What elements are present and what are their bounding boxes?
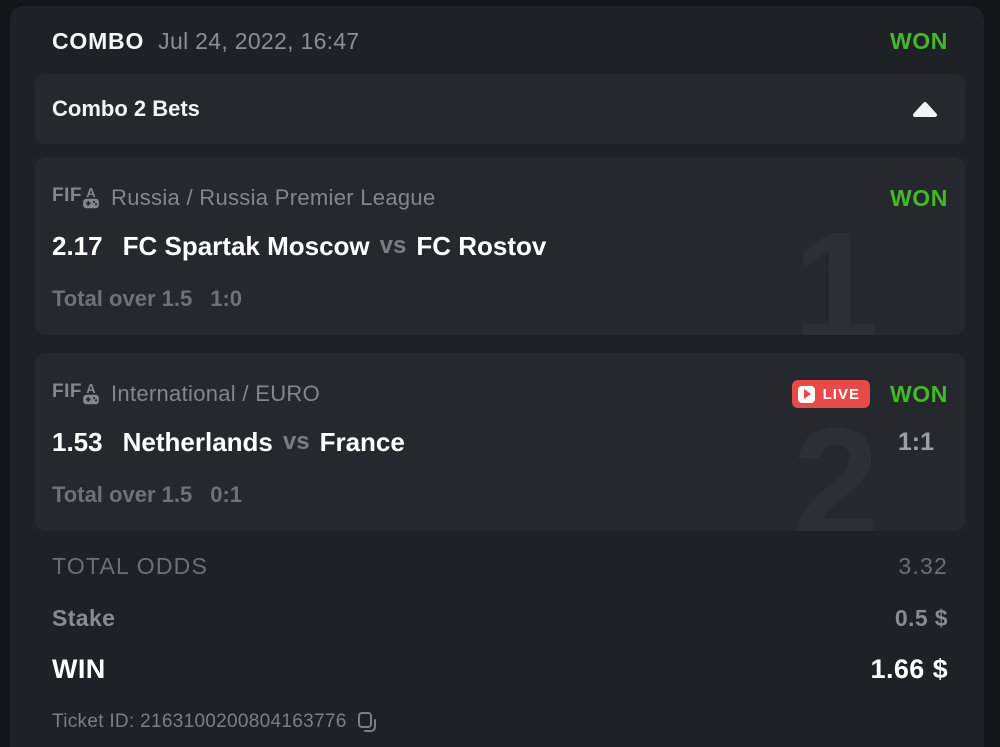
bet-status-badge: WON bbox=[889, 380, 948, 407]
bet-odds: 1.53 bbox=[52, 426, 103, 457]
live-badge[interactable]: LIVE bbox=[791, 380, 870, 408]
away-team: FC Rostov bbox=[416, 230, 547, 261]
stake-label: Stake bbox=[52, 605, 116, 631]
combo-bets-collapse-bar[interactable]: Combo 2 Bets bbox=[35, 74, 965, 144]
bet-odds: 2.17 bbox=[52, 230, 103, 261]
ticket-status-badge: WON bbox=[889, 27, 948, 54]
fifa-esports-icon: FIF A bbox=[52, 382, 99, 405]
home-team: FC Spartak Moscow bbox=[122, 230, 370, 261]
play-icon bbox=[797, 385, 815, 403]
copy-icon[interactable] bbox=[357, 711, 378, 734]
bet-status-badge: WON bbox=[889, 184, 948, 211]
league-name: International / EURO bbox=[111, 381, 320, 406]
total-odds-value: 3.32 bbox=[898, 553, 948, 579]
combo-bets-label: Combo 2 Bets bbox=[52, 96, 200, 121]
away-team: France bbox=[319, 426, 405, 457]
live-score: 1:1 bbox=[897, 427, 934, 456]
ticket-header: COMBO Jul 24, 2022, 16:47 WON bbox=[35, 26, 965, 56]
market-score: 1:0 bbox=[210, 286, 242, 311]
stake-value: 0.5 $ bbox=[894, 605, 948, 631]
bet-ticket-panel: COMBO Jul 24, 2022, 16:47 WON Combo 2 Be… bbox=[10, 6, 984, 747]
market-name: Total over 1.5 bbox=[52, 286, 193, 311]
ticket-summary: TOTAL ODDS 3.32 Stake 0.5 $ WIN 1.66 $ T… bbox=[35, 553, 965, 734]
win-label: WIN bbox=[52, 654, 106, 684]
vs-label: vs bbox=[282, 428, 310, 455]
gamepad-icon bbox=[83, 394, 99, 405]
chevron-up-icon bbox=[912, 101, 938, 118]
league-name: Russia / Russia Premier League bbox=[111, 185, 436, 210]
home-team: Netherlands bbox=[122, 426, 273, 457]
bet-date: Jul 24, 2022, 16:47 bbox=[158, 27, 360, 54]
market-name: Total over 1.5 bbox=[52, 482, 193, 507]
vs-label: vs bbox=[379, 232, 407, 259]
bet-number-watermark: 1 bbox=[792, 200, 879, 335]
bet-card-1: 1 FIF A Russia / Russia Premier League bbox=[35, 157, 965, 335]
gamepad-icon bbox=[83, 198, 99, 209]
bet-number-watermark: 2 bbox=[792, 396, 879, 531]
win-value: 1.66 $ bbox=[870, 654, 948, 684]
market-score: 0:1 bbox=[210, 482, 242, 507]
bet-card-2: 2 FIF A International / EURO bbox=[35, 353, 965, 531]
fifa-esports-icon: FIF A bbox=[52, 186, 99, 209]
bet-type-label: COMBO bbox=[52, 27, 145, 54]
total-odds-label: TOTAL ODDS bbox=[52, 553, 208, 579]
ticket-id: Ticket ID: 2163100200804163776 bbox=[52, 710, 347, 732]
